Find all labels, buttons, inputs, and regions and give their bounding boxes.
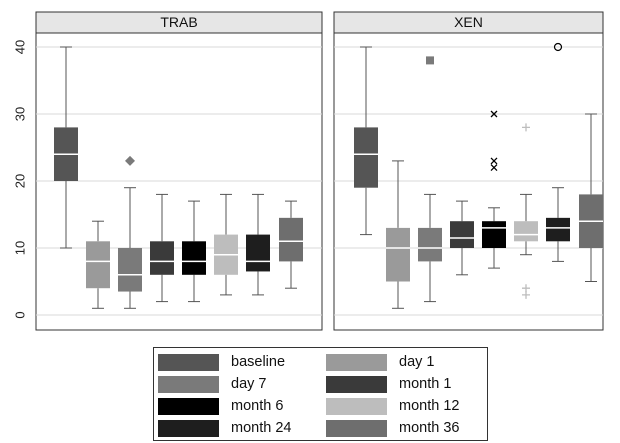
- panel-title-xen: XEN: [454, 14, 483, 30]
- box-xen-day-1: [386, 227, 410, 282]
- legend-label: month 6: [231, 398, 284, 414]
- outlier-xen-day-7: [426, 56, 434, 65]
- box-trab-month-6: [182, 241, 206, 275]
- outlier-xen-month-12: [522, 123, 530, 132]
- legend-label: month 12: [399, 398, 460, 414]
- outlier-xen-month-12: [522, 290, 530, 299]
- y-tick-label: 40: [13, 40, 28, 54]
- legend-item: day 7: [158, 374, 266, 394]
- legend-item: month 6: [158, 396, 283, 416]
- box-trab-month-36: [279, 217, 303, 262]
- legend-swatch: [326, 353, 387, 371]
- y-tick-label: 0: [13, 311, 28, 318]
- y-tick-label: 20: [13, 174, 28, 188]
- legend-item: month 24: [158, 418, 291, 438]
- legend-label: day 7: [231, 376, 267, 392]
- box-xen-month-1: [450, 221, 474, 248]
- outlier-xen-month-12: [522, 284, 530, 293]
- outlier-xen-month-24: [553, 42, 563, 52]
- outlier-xen-month-6: [490, 157, 498, 165]
- box-plot-chart: 0 10 20 30 40 TRAB XEN: [13, 11, 604, 331]
- legend-swatch: [158, 419, 219, 437]
- box-trab-month-1: [150, 241, 174, 275]
- legend-label: baseline: [231, 354, 286, 370]
- panel-title-trab: TRAB: [160, 14, 197, 30]
- legend-label: month 1: [399, 376, 452, 392]
- legend-swatch: [158, 397, 219, 415]
- legend-swatch: [326, 419, 387, 437]
- box-trab-day-1: [86, 241, 110, 289]
- legend: baseline day 1 day 7 month 1 month 6 month 12…: [153, 347, 488, 441]
- box-xen-baseline: [354, 127, 378, 188]
- legend-item: month 12: [326, 396, 459, 416]
- legend-item: baseline: [158, 352, 285, 372]
- box-xen-month-24: [546, 217, 570, 242]
- box-trab-month-24: [246, 234, 270, 272]
- legend-label: month 36: [399, 420, 460, 436]
- legend-item: day 1: [326, 352, 434, 372]
- legend-label: day 1: [399, 354, 435, 370]
- y-tick-label: 10: [13, 241, 28, 255]
- legend-item: month 36: [326, 418, 459, 438]
- box-xen-month-12: [514, 221, 538, 242]
- outlier-xen-month-6: [490, 110, 498, 118]
- legend-swatch: [158, 353, 219, 371]
- outlier-trab-day-7: [125, 155, 135, 166]
- legend-swatch: [158, 375, 219, 393]
- legend-swatch: [326, 397, 387, 415]
- box-xen-month-6: [482, 221, 506, 248]
- legend-item: month 1: [326, 374, 451, 394]
- box-trab-day-7: [118, 248, 142, 292]
- box-xen-day-7: [418, 227, 442, 262]
- outlier-xen-month-6: [490, 164, 498, 172]
- legend-swatch: [326, 375, 387, 393]
- legend-label: month 24: [231, 420, 292, 436]
- y-tick-label: 30: [13, 107, 28, 121]
